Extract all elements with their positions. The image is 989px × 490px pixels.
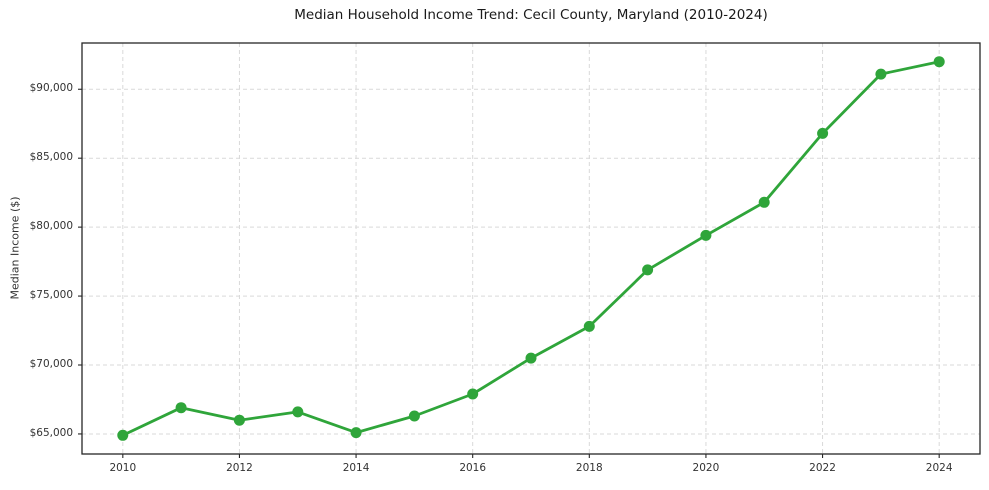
x-tick-label: 2024 — [925, 462, 953, 474]
x-tick-label: 2022 — [809, 462, 836, 474]
data-point-marker — [350, 427, 362, 439]
data-point-marker — [117, 429, 129, 441]
x-tick-label: 2020 — [692, 462, 720, 474]
data-point-marker — [875, 68, 887, 80]
data-point-marker — [642, 264, 654, 276]
plot-frame — [81, 42, 981, 455]
income-trend-line — [121, 60, 941, 437]
y-tick-label: $65,000 — [29, 426, 73, 439]
y-tick-label: $90,000 — [29, 82, 73, 95]
data-point-marker — [292, 406, 304, 418]
x-tick-label: 2016 — [459, 462, 487, 474]
y-tick-label: $75,000 — [29, 289, 73, 302]
x-tick-label: 2018 — [575, 462, 603, 474]
data-point-marker — [233, 414, 245, 426]
chart-title: Median Household Income Trend: Cecil Cou… — [294, 7, 768, 23]
data-point-marker — [817, 127, 829, 139]
y-tick-label: $70,000 — [29, 358, 73, 370]
y-tick-label: $80,000 — [29, 220, 73, 233]
data-point-marker — [583, 320, 595, 332]
data-point-marker — [175, 402, 187, 414]
x-tick-label: 2010 — [109, 462, 137, 474]
data-point-marker — [758, 196, 770, 208]
x-tick-label: 2014 — [342, 462, 370, 474]
data-point-marker — [933, 56, 945, 68]
data-point-marker — [700, 229, 712, 241]
data-point-marker — [525, 352, 537, 364]
x-tick-label: 2012 — [226, 462, 253, 474]
data-point-marker — [408, 410, 420, 422]
y-tick-label: $85,000 — [29, 151, 73, 164]
data-point-marker — [467, 388, 479, 400]
